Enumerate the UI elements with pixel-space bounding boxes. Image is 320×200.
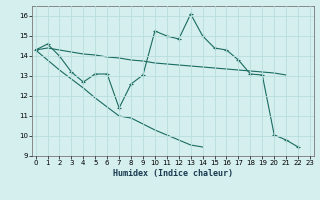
- X-axis label: Humidex (Indice chaleur): Humidex (Indice chaleur): [113, 169, 233, 178]
